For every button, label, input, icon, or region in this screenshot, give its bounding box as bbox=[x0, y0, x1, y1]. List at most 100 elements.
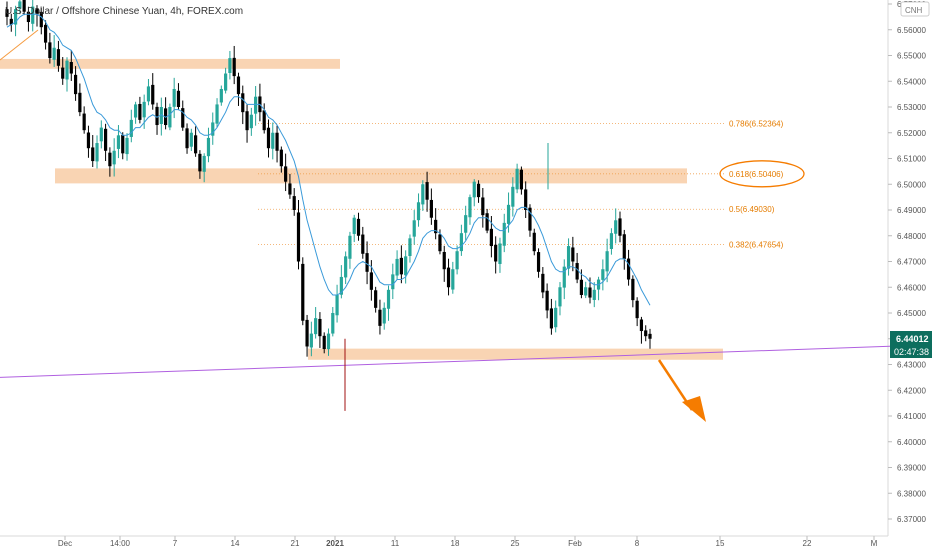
candle-down bbox=[198, 153, 202, 172]
candle-up bbox=[386, 289, 391, 309]
candle-down bbox=[305, 319, 309, 347]
candle-down bbox=[639, 319, 644, 332]
candle-up bbox=[99, 127, 103, 142]
last-price-text: 6.44012 bbox=[896, 334, 929, 344]
candle-down bbox=[536, 252, 541, 272]
candle-down bbox=[442, 251, 446, 270]
price-axis[interactable]: 6.570006.560006.550006.540006.530006.520… bbox=[888, 0, 926, 524]
candle-up bbox=[614, 220, 618, 234]
candle-up bbox=[451, 269, 455, 290]
candle-down bbox=[35, 8, 39, 15]
candle-up bbox=[468, 197, 472, 218]
candle-down bbox=[301, 263, 305, 321]
candle-up bbox=[459, 233, 463, 252]
resistance-zone-upper bbox=[0, 58, 340, 69]
candle-up bbox=[498, 243, 502, 264]
candle-down bbox=[164, 108, 168, 126]
price-tick-label: 6.38000 bbox=[897, 489, 926, 498]
candle-down bbox=[108, 152, 112, 167]
candle-down bbox=[626, 258, 631, 280]
symbol-badge-box[interactable] bbox=[900, 1, 930, 17]
chart-title: U.S. Dollar / Offshore Chinese Yuan, 4h,… bbox=[5, 6, 243, 17]
candle-down bbox=[266, 127, 271, 149]
price-tick-label: 6.52000 bbox=[897, 129, 926, 138]
candle-up bbox=[408, 238, 412, 257]
candle-up bbox=[129, 119, 133, 137]
candle-down bbox=[61, 67, 65, 79]
price-tick-label: 6.49000 bbox=[897, 206, 926, 215]
candle-down bbox=[181, 108, 185, 128]
candle-down bbox=[519, 169, 523, 190]
candle-down bbox=[575, 263, 579, 280]
candle-down bbox=[241, 93, 245, 113]
candle-down bbox=[438, 234, 442, 252]
candle-down bbox=[5, 9, 9, 17]
candle-up bbox=[421, 184, 425, 205]
support-zone bbox=[308, 348, 723, 360]
candle-up bbox=[464, 215, 468, 233]
time-tick-label: 14 bbox=[231, 539, 240, 548]
time-tick-label: 7 bbox=[173, 539, 178, 548]
candle-down bbox=[284, 166, 288, 182]
price-tick-label: 6.50000 bbox=[897, 180, 926, 189]
candle-up bbox=[202, 155, 206, 172]
candle-down bbox=[644, 330, 648, 337]
candle-down bbox=[82, 113, 86, 131]
candle-up bbox=[159, 107, 163, 125]
candle-up bbox=[52, 47, 56, 60]
price-tick-label: 6.39000 bbox=[897, 464, 926, 473]
candle-down bbox=[481, 197, 485, 216]
candle-down bbox=[9, 18, 13, 25]
candle-down bbox=[43, 24, 48, 43]
orange-rising-line bbox=[0, 29, 39, 61]
candle-down bbox=[176, 90, 181, 107]
candle-down bbox=[39, 11, 43, 28]
price-tick-label: 6.56000 bbox=[897, 26, 926, 35]
candle-down bbox=[446, 267, 451, 288]
price-tick-label: 6.53000 bbox=[897, 103, 926, 112]
time-tick-label: 21 bbox=[291, 539, 300, 548]
candle-up bbox=[146, 86, 151, 102]
price-tick-label: 6.40000 bbox=[897, 438, 926, 447]
candle-up bbox=[134, 104, 138, 118]
candle-down bbox=[489, 228, 493, 247]
candle-up bbox=[112, 150, 116, 165]
time-tick-label: Feb bbox=[568, 539, 582, 548]
candles-layer bbox=[5, 0, 652, 411]
purple-trendline bbox=[0, 344, 932, 378]
candle-up bbox=[416, 202, 421, 221]
candle-down bbox=[86, 132, 91, 149]
candle-down bbox=[494, 244, 498, 262]
price-tick-label: 6.48000 bbox=[897, 232, 926, 241]
candle-up bbox=[382, 307, 386, 324]
time-tick-label: 14:00 bbox=[110, 539, 131, 548]
candle-down bbox=[151, 84, 155, 105]
candle-down bbox=[378, 309, 382, 326]
candle-up bbox=[511, 186, 515, 207]
candle-down bbox=[618, 218, 622, 236]
candle-up bbox=[391, 274, 395, 290]
candle-down bbox=[541, 273, 545, 293]
resistance-zone-middle bbox=[55, 168, 687, 184]
candle-down bbox=[579, 279, 584, 295]
candle-up bbox=[18, 1, 22, 9]
fib-level-label: 0.618(6.50406) bbox=[729, 170, 784, 179]
candle-up bbox=[211, 122, 215, 136]
candle-down bbox=[69, 61, 73, 74]
candle-down bbox=[631, 278, 635, 301]
candle-up bbox=[271, 132, 275, 149]
candle-up bbox=[13, 9, 18, 25]
candle-up bbox=[172, 88, 176, 107]
candle-up bbox=[335, 294, 339, 316]
candle-up bbox=[168, 107, 172, 128]
candle-down bbox=[545, 290, 549, 311]
time-axis[interactable]: Dec 14:00 7 14 21 2021 11 18 25 Feb 8 15 22 M bbox=[58, 536, 878, 548]
price-tick-label: 6.46000 bbox=[897, 283, 926, 292]
candle-down bbox=[262, 110, 266, 131]
candle-down bbox=[318, 318, 322, 337]
candle-up bbox=[455, 251, 459, 270]
candle-up bbox=[352, 217, 356, 234]
candle-down bbox=[194, 135, 198, 154]
